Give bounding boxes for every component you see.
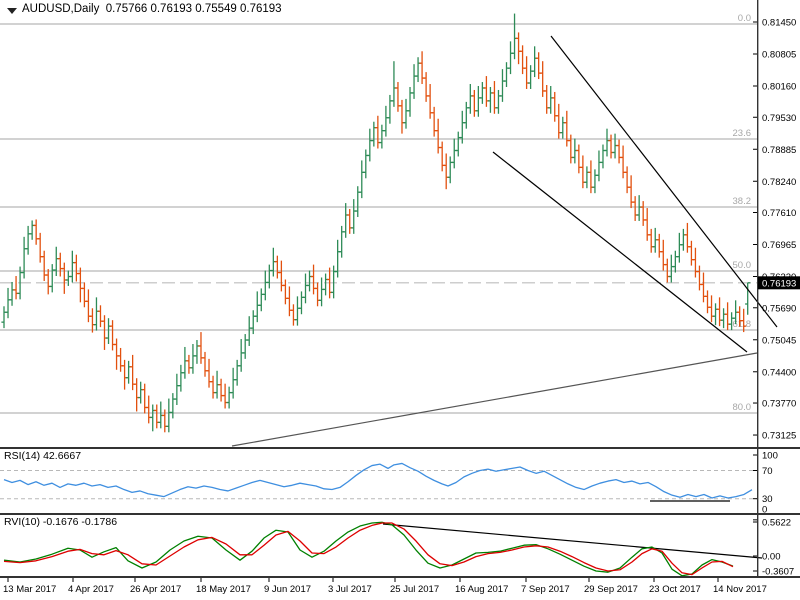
svg-text:50.0: 50.0 (733, 260, 752, 271)
svg-text:30: 30 (762, 494, 773, 505)
svg-text:80.0: 80.0 (733, 402, 752, 413)
svg-text:0.80160: 0.80160 (762, 82, 796, 93)
svg-text:0.76965: 0.76965 (762, 240, 796, 251)
svg-text:7 Sep 2017: 7 Sep 2017 (521, 584, 570, 595)
svg-text:14 Nov 2017: 14 Nov 2017 (713, 584, 767, 595)
svg-text:29 Sep 2017: 29 Sep 2017 (584, 584, 638, 595)
rsi-panel[interactable] (0, 462, 757, 500)
svg-text:0.5622: 0.5622 (762, 518, 791, 529)
svg-text:-0.3607: -0.3607 (762, 567, 794, 578)
svg-text:0: 0 (762, 505, 767, 516)
svg-text:100: 100 (762, 451, 778, 462)
rvi-indicator-label: RVI(10) -0.1676 -0.1786 (4, 516, 118, 528)
trendline-rvi-descending[interactable] (382, 523, 763, 559)
svg-text:0.79530: 0.79530 (762, 113, 796, 124)
rvi-signal-line[interactable] (3, 522, 734, 576)
svg-text:0.77610: 0.77610 (762, 208, 796, 219)
current-price-box (758, 276, 800, 290)
svg-text:0.75045: 0.75045 (762, 335, 796, 346)
svg-text:0.73770: 0.73770 (762, 399, 796, 410)
svg-text:0.75690: 0.75690 (762, 303, 796, 314)
svg-text:0.73125: 0.73125 (762, 431, 796, 442)
svg-text:0.74400: 0.74400 (762, 367, 796, 378)
svg-text:0.00: 0.00 (762, 552, 781, 563)
candlestick-bars[interactable] (1, 13, 751, 433)
chart-title: AUDUSD,Daily 0.75766 0.76193 0.75549 0.7… (22, 3, 282, 15)
price-axis[interactable]: 0.81450 0.80805 0.80160 0.79530 0.78885 0.782… (753, 18, 800, 578)
rsi-line[interactable] (3, 462, 753, 499)
svg-text:0.80805: 0.80805 (762, 50, 796, 61)
svg-text:0.76193: 0.76193 (762, 278, 796, 289)
trendline-descending-upper[interactable] (550, 35, 778, 328)
svg-text:38.2: 38.2 (733, 196, 752, 207)
rsi-indicator-label: RSI(14) 42.6667 (4, 450, 82, 462)
svg-text:3 Jul 2017: 3 Jul 2017 (328, 584, 372, 595)
svg-text:0.0: 0.0 (738, 13, 751, 24)
svg-text:9 Jun 2017: 9 Jun 2017 (264, 584, 311, 595)
svg-text:4 Apr 2017: 4 Apr 2017 (68, 584, 114, 595)
symbol-dropdown-icon[interactable] (7, 8, 17, 14)
chart-frame (0, 0, 800, 578)
svg-text:61.8: 61.8 (733, 319, 752, 330)
svg-text:26 Apr 2017: 26 Apr 2017 (130, 584, 181, 595)
svg-text:13 Mar 2017: 13 Mar 2017 (3, 584, 56, 595)
svg-text:23 Oct 2017: 23 Oct 2017 (649, 584, 701, 595)
trendline-descending-lower[interactable] (492, 151, 748, 353)
svg-text:25 Jul 2017: 25 Jul 2017 (390, 584, 439, 595)
svg-text:18 May 2017: 18 May 2017 (196, 584, 251, 595)
rvi-panel[interactable] (3, 521, 734, 576)
svg-text:70: 70 (762, 466, 773, 477)
time-axis[interactable]: 13 Mar 2017 4 Apr 2017 26 Apr 2017 18 May 2… (3, 578, 767, 595)
svg-text:16 Aug 2017: 16 Aug 2017 (455, 584, 508, 595)
rvi-main-line[interactable] (3, 521, 734, 576)
svg-text:0.81450: 0.81450 (762, 18, 796, 29)
svg-text:23.6: 23.6 (733, 128, 752, 139)
trendline-ascending-support[interactable] (231, 352, 758, 447)
svg-text:0.78240: 0.78240 (762, 177, 796, 188)
svg-text:0.78885: 0.78885 (762, 145, 796, 156)
